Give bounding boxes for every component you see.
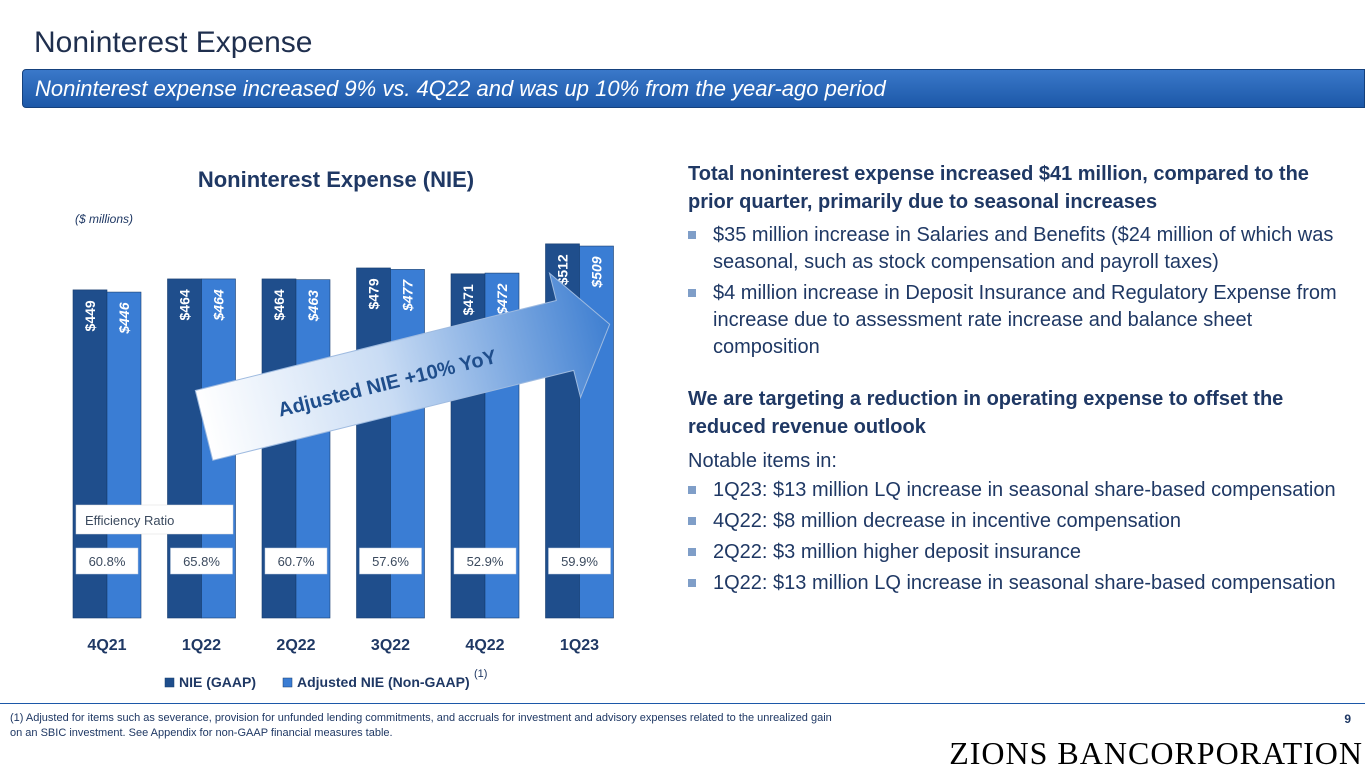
x-tick-label: 2Q22 [276,637,315,654]
legend: NIE (GAAP) Adjusted NIE (Non-GAAP) (1) [164,668,487,690]
bar-value-label: $464 [211,289,227,321]
commentary: Total noninterest expense increased $41 … [688,160,1338,601]
bar-value-label: $477 [400,279,416,312]
efficiency-ratio-box [548,547,611,575]
bullet-square-icon [688,289,696,297]
bullet-list-1: $35 million increase in Salaries and Ben… [688,222,1338,361]
notable-intro: Notable items in: [688,450,837,472]
unit-label: ($ millions) [75,212,133,226]
bullet-list-2: 1Q23: $13 million LQ increase in seasona… [688,477,1338,597]
legend-label: Adjusted NIE (Non-GAAP) [297,674,470,690]
efficiency-ratio-value: 65.8% [183,554,220,569]
legend-swatch [164,677,175,688]
x-tick-label: 4Q21 [87,637,126,654]
bullet-item: $4 million increase in Deposit Insurance… [688,280,1338,361]
chart-title: Noninterest Expense (NIE) [198,167,474,192]
efficiency-ratio-value: 52.9% [467,554,504,569]
legend-swatch [282,677,293,688]
bullet-text: 4Q22: $8 million decrease in incentive c… [713,510,1182,532]
bullet-square-icon [688,579,696,587]
bullet-item: 1Q23: $13 million LQ increase in seasona… [688,477,1338,504]
heading-target: We are targeting a reduction in operatin… [688,388,1284,438]
zions-logo: ZIONS BANCORPORATION [949,735,1363,768]
bar-value-label: $464 [271,289,287,320]
bar-value-label: $449 [82,300,98,331]
x-tick-label: 4Q22 [465,637,504,654]
efficiency-ratio-box [75,547,139,575]
bullet-text: 2Q22: $3 million higher deposit insuranc… [713,541,1081,563]
bullet-item: 4Q22: $8 million decrease in incentive c… [688,508,1338,535]
efficiency-ratio-value: 59.9% [561,554,598,569]
arrow-shape [194,271,611,461]
legend-label: NIE (GAAP) [179,674,256,690]
bullet-item: $35 million increase in Salaries and Ben… [688,222,1338,276]
heading-total-nie: Total noninterest expense increased $41 … [688,163,1309,213]
efficiency-ratio-value: 60.7% [278,554,315,569]
page-number: 9 [1344,712,1351,726]
bar-value-label: $446 [116,302,132,334]
page-title: Noninterest Expense [34,26,313,59]
bullet-text: $4 million increase in Deposit Insurance… [713,282,1337,358]
efficiency-ratio-box [453,547,517,575]
bullet-square-icon [688,517,696,525]
bar-value-label: $471 [460,284,476,315]
efficiency-ratio-label-box [75,504,234,535]
nie-bar-chart: Noninterest Expense (NIE) ($ millions) $… [72,167,614,690]
efficiency-ratio-box [264,547,328,575]
x-tick-label: 3Q22 [371,637,410,654]
bullet-square-icon [688,548,696,556]
footer-divider [0,703,1365,704]
bar-value-label: $479 [366,278,382,309]
bar-value-label: $509 [589,256,605,288]
legend-superscript: (1) [474,668,487,680]
bullet-item: 2Q22: $3 million higher deposit insuranc… [688,539,1338,566]
bars-group: $449 $446 $464 $464 $464 $463 $479 $477 $471 $472… [72,243,614,619]
subtitle-text: Noninterest expense increased 9% vs. 4Q2… [35,76,886,101]
bullet-square-icon [688,486,696,494]
efficiency-ratio-group: 60.8% 65.8% 60.7% 57.6% 52.9% 59.9% Efficiency… [75,504,611,575]
efficiency-ratio-box [359,547,422,575]
x-tick-label: 1Q22 [182,637,221,654]
bar-value-label: $472 [494,283,510,315]
efficiency-ratio-label: Efficiency Ratio [85,513,174,528]
bullet-square-icon [688,231,696,239]
bar-value-label: $464 [177,289,193,320]
x-axis-labels: 4Q21 1Q22 2Q22 3Q22 4Q22 1Q23 [87,637,599,654]
footnote: (1) Adjusted for items such as severance… [10,712,832,739]
bullet-item: 1Q22: $13 million LQ increase in seasona… [688,570,1338,597]
efficiency-ratio-box [170,547,233,575]
efficiency-ratio-value: 57.6% [372,554,409,569]
bullet-text: 1Q22: $13 million LQ increase in seasona… [713,572,1336,594]
subtitle-banner: Noninterest expense increased 9% vs. 4Q2… [22,69,1365,108]
bar-value-label: $463 [305,290,321,322]
x-tick-label: 1Q23 [560,637,599,654]
bullet-text: 1Q23: $13 million LQ increase in seasona… [713,479,1336,501]
efficiency-ratio-value: 60.8% [89,554,126,569]
bullet-text: $35 million increase in Salaries and Ben… [713,224,1334,273]
bar-value-label: $512 [555,254,571,285]
